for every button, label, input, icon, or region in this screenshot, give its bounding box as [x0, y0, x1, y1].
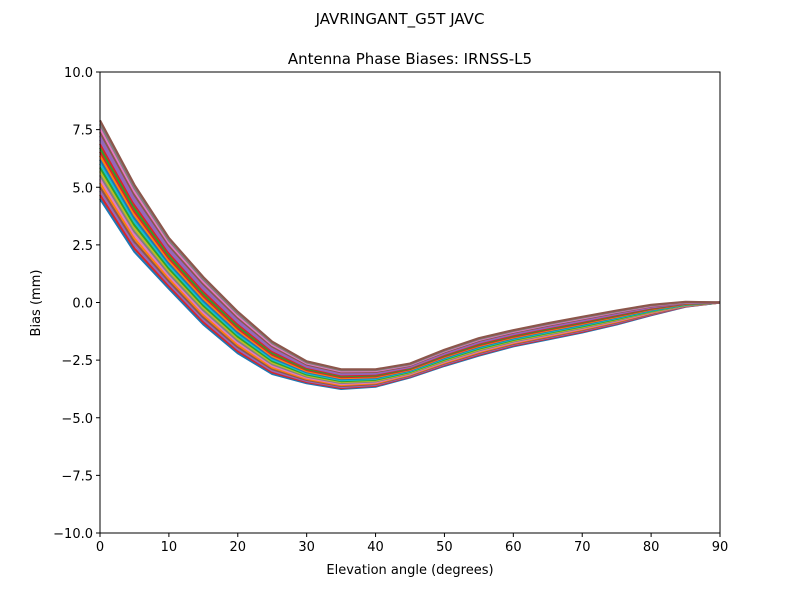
series-line-interp [99, 123, 721, 372]
x-tick-label: 10 [161, 540, 178, 555]
y-tick-label: −10.0 [53, 527, 93, 542]
x-tick-label: 30 [298, 540, 315, 555]
x-tick-label: 80 [643, 540, 660, 555]
x-axis: 0 10 20 30 40 50 60 70 80 90 [96, 533, 728, 555]
x-tick-label: 20 [230, 540, 247, 555]
x-tick-label: 40 [367, 540, 384, 555]
series-line-5 [99, 119, 721, 371]
series-line-interp [99, 131, 720, 374]
y-axis-label: Bias (mm) [29, 270, 44, 337]
chart-title: Antenna Phase Biases: IRNSS-L5 [288, 50, 532, 68]
x-tick-label: 50 [436, 540, 453, 555]
series-line-interp [99, 147, 721, 378]
x-tick-label: 60 [505, 540, 522, 555]
x-tick-label: 0 [96, 540, 104, 555]
x-tick-label: 70 [574, 540, 591, 555]
x-axis-label: Elevation angle (degrees) [326, 563, 493, 578]
y-tick-label: −2.5 [61, 354, 93, 369]
y-tick-label: −5.0 [61, 412, 93, 427]
y-axis: 10.0 7.5 5.0 2.5 0.0 −2.5 −5.0 −7.5 −10.0 [53, 66, 100, 542]
series-line-interp [99, 127, 721, 373]
series-lines [99, 119, 721, 391]
y-tick-label: 2.5 [72, 239, 93, 254]
suptitle: JAVRINGANT_G5T JAVC [315, 10, 485, 29]
y-tick-label: −7.5 [61, 469, 93, 484]
y-tick-label: 10.0 [64, 66, 93, 81]
series-line-4 [99, 135, 721, 375]
y-tick-label: 7.5 [72, 124, 93, 139]
series-line-interp [99, 143, 721, 377]
y-tick-label: 0.0 [72, 297, 93, 312]
x-tick-label: 90 [712, 540, 729, 555]
series-line-interp [99, 139, 721, 376]
y-tick-label: 5.0 [72, 181, 93, 196]
